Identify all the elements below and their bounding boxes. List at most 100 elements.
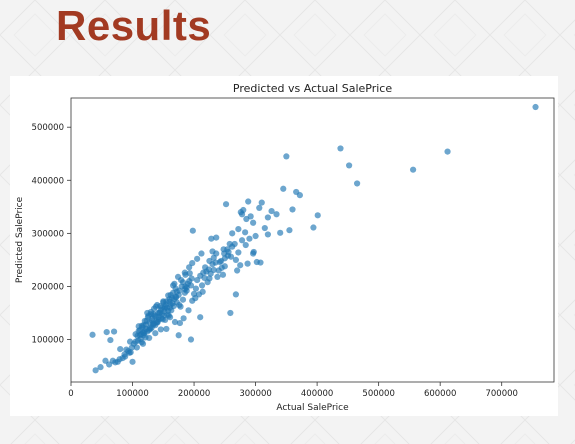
data-point bbox=[227, 309, 234, 317]
x-tick-label: 500000 bbox=[362, 389, 394, 399]
data-point bbox=[199, 288, 206, 295]
data-point bbox=[204, 279, 211, 286]
data-point bbox=[310, 224, 317, 231]
data-point bbox=[229, 230, 236, 237]
data-point bbox=[116, 356, 123, 363]
data-point bbox=[213, 234, 220, 241]
data-point bbox=[180, 315, 187, 322]
data-point bbox=[174, 273, 182, 280]
y-tick-label: 100000 bbox=[32, 336, 64, 346]
x-tick-label: 600000 bbox=[424, 389, 456, 399]
data-point bbox=[163, 298, 170, 305]
plot-frame bbox=[70, 97, 555, 383]
data-point bbox=[163, 325, 170, 333]
data-point bbox=[126, 349, 133, 356]
y-tick-label: 300000 bbox=[32, 229, 64, 239]
data-point bbox=[150, 320, 158, 327]
data-point bbox=[210, 266, 217, 274]
x-tick-label: 0 bbox=[68, 389, 73, 399]
data-point bbox=[246, 235, 253, 242]
data-point bbox=[243, 215, 250, 223]
x-axis-label: Actual SalePrice bbox=[276, 403, 349, 413]
data-point bbox=[176, 301, 183, 309]
data-point bbox=[314, 212, 321, 219]
data-point bbox=[256, 204, 263, 211]
x-tick-label: 200000 bbox=[178, 389, 210, 399]
data-point bbox=[532, 103, 539, 111]
data-point bbox=[197, 314, 204, 321]
data-point bbox=[219, 271, 227, 278]
data-point bbox=[237, 262, 244, 269]
data-point bbox=[235, 249, 242, 256]
data-point bbox=[194, 255, 201, 262]
x-tick-label: 700000 bbox=[485, 389, 517, 399]
data-point bbox=[189, 297, 196, 304]
data-point bbox=[107, 336, 114, 344]
data-point bbox=[102, 357, 109, 364]
data-point bbox=[250, 248, 257, 256]
data-point bbox=[232, 291, 239, 298]
data-point bbox=[166, 314, 174, 321]
data-point bbox=[189, 227, 196, 234]
data-point bbox=[277, 229, 284, 236]
data-point bbox=[162, 303, 169, 310]
data-point bbox=[97, 364, 104, 371]
data-point bbox=[117, 345, 124, 353]
data-point bbox=[238, 237, 246, 244]
data-point bbox=[226, 240, 233, 248]
data-point bbox=[132, 331, 139, 338]
data-point bbox=[208, 235, 215, 242]
data-point bbox=[258, 199, 265, 206]
y-tick-label: 500000 bbox=[32, 123, 64, 133]
chart-title: Predicted vs Actual SalePrice bbox=[233, 82, 392, 95]
data-point bbox=[110, 328, 118, 335]
data-point bbox=[227, 253, 235, 260]
data-point bbox=[354, 180, 361, 187]
data-point bbox=[234, 267, 241, 274]
x-tick-label: 400000 bbox=[301, 389, 333, 399]
data-point bbox=[337, 145, 344, 152]
data-point bbox=[273, 211, 280, 218]
data-point bbox=[162, 316, 169, 323]
data-point bbox=[171, 318, 179, 326]
data-point bbox=[286, 227, 293, 234]
data-point bbox=[170, 289, 177, 296]
data-point bbox=[146, 334, 153, 342]
data-point bbox=[210, 254, 217, 261]
data-point bbox=[235, 226, 242, 233]
data-point bbox=[198, 250, 205, 257]
data-point bbox=[283, 153, 290, 160]
data-point bbox=[92, 367, 99, 374]
data-point bbox=[206, 257, 213, 265]
data-point bbox=[242, 229, 249, 236]
data-point bbox=[156, 309, 163, 316]
data-point bbox=[138, 339, 145, 346]
data-point bbox=[221, 263, 228, 270]
data-point bbox=[237, 209, 244, 216]
data-point bbox=[245, 198, 252, 205]
data-point bbox=[194, 276, 201, 284]
data-point bbox=[126, 338, 134, 345]
data-point bbox=[157, 326, 164, 333]
data-point bbox=[179, 296, 187, 303]
data-point bbox=[103, 329, 110, 336]
data-point bbox=[280, 185, 287, 192]
data-point bbox=[242, 241, 249, 249]
data-point bbox=[244, 260, 251, 267]
data-point bbox=[143, 317, 150, 325]
data-point bbox=[175, 332, 182, 339]
x-tick-label: 100000 bbox=[116, 389, 148, 399]
data-point bbox=[185, 307, 192, 314]
data-point bbox=[289, 206, 296, 213]
data-point bbox=[221, 250, 228, 257]
data-point bbox=[232, 256, 239, 264]
data-point bbox=[89, 331, 96, 338]
data-point bbox=[186, 270, 193, 277]
slide-title: Results bbox=[56, 2, 212, 49]
data-point bbox=[166, 304, 174, 311]
data-point bbox=[182, 283, 189, 290]
data-point bbox=[264, 231, 271, 238]
y-tick-label: 200000 bbox=[32, 282, 64, 292]
y-tick-label: 400000 bbox=[32, 176, 64, 186]
data-point bbox=[198, 282, 206, 289]
